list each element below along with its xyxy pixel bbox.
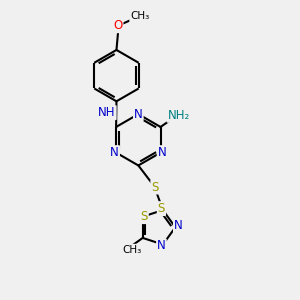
Text: N: N bbox=[110, 146, 119, 159]
Text: N: N bbox=[158, 146, 166, 159]
Text: O: O bbox=[113, 19, 122, 32]
Text: S: S bbox=[158, 202, 165, 215]
Text: N: N bbox=[134, 108, 143, 121]
Text: S: S bbox=[140, 210, 148, 223]
Text: NH: NH bbox=[98, 106, 116, 119]
Text: CH₃: CH₃ bbox=[122, 245, 142, 255]
Text: S: S bbox=[151, 181, 159, 194]
Text: CH₃: CH₃ bbox=[130, 11, 149, 21]
Text: N: N bbox=[174, 219, 183, 232]
Text: N: N bbox=[157, 239, 166, 252]
Text: NH₂: NH₂ bbox=[167, 109, 190, 122]
